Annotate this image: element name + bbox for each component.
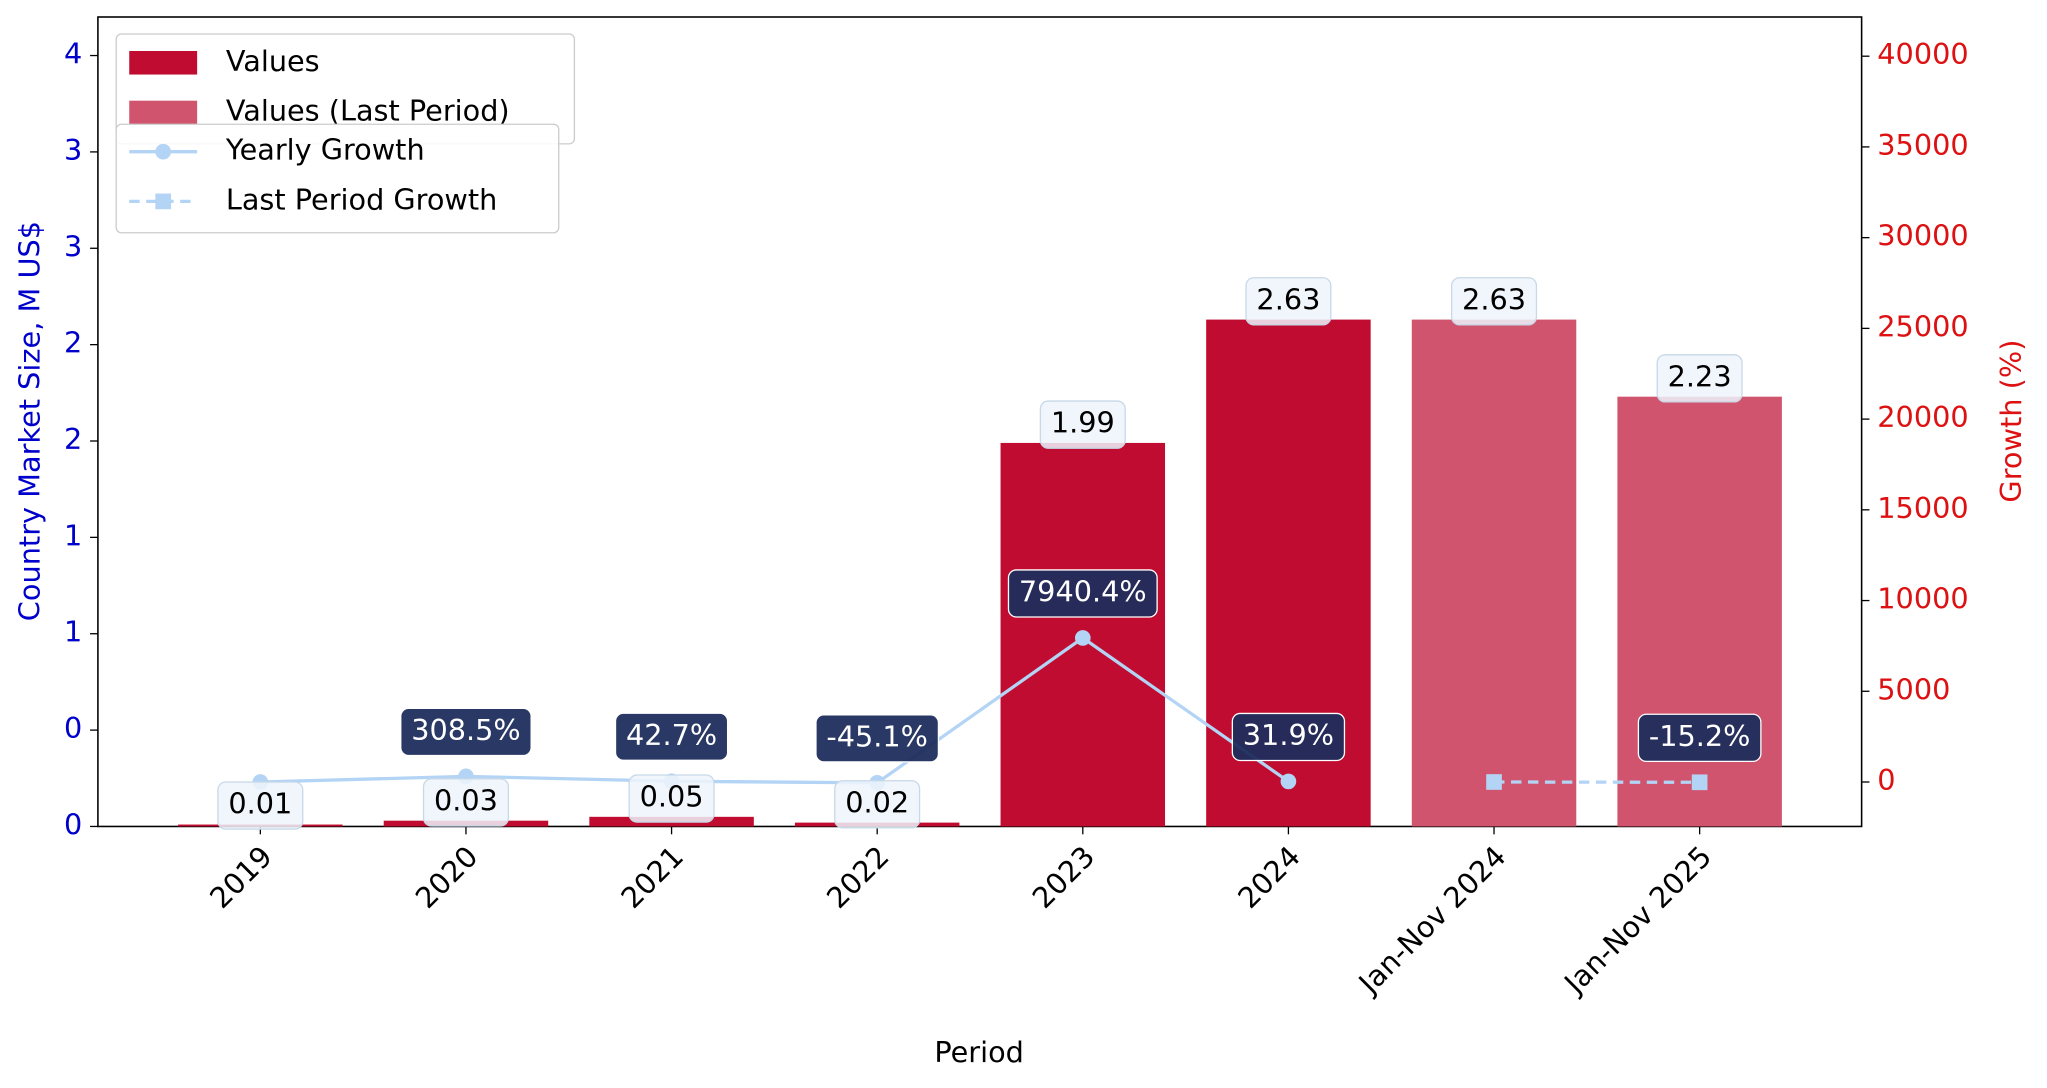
data-label-text: 2.63 bbox=[1256, 282, 1320, 316]
data-label-box bbox=[614, 712, 729, 761]
y2-tick-label: 0 bbox=[1877, 763, 1895, 797]
y2-tick-label: 20000 bbox=[1877, 400, 1968, 434]
legend-box bbox=[115, 123, 560, 234]
data-label: -15.2% bbox=[1637, 713, 1762, 763]
data-label: 0.01 bbox=[217, 781, 304, 830]
data-label: 308.5% bbox=[400, 707, 532, 757]
marker bbox=[1486, 774, 1502, 790]
data-label-box bbox=[1245, 277, 1332, 326]
y-tick-label: 0 bbox=[64, 711, 82, 745]
y-tick-label: 2 bbox=[64, 326, 82, 360]
x-tick-label: 2020 bbox=[409, 839, 485, 915]
data-label-text: 7940.4% bbox=[1019, 574, 1147, 608]
data-label-text: 308.5% bbox=[411, 713, 520, 747]
legend-label: Yearly Growth bbox=[225, 133, 425, 167]
bar bbox=[1411, 319, 1577, 827]
y2-tick-label: 30000 bbox=[1877, 219, 1968, 253]
data-label-box bbox=[834, 780, 921, 829]
marker bbox=[1074, 630, 1091, 646]
y-tick-label: 3 bbox=[64, 229, 82, 263]
data-label-box bbox=[1231, 712, 1346, 762]
data-label-box bbox=[422, 778, 510, 827]
data-label: 0.02 bbox=[834, 780, 921, 829]
data-label-box bbox=[628, 774, 715, 823]
legend-label: Values (Last Period) bbox=[226, 93, 510, 127]
data-label: -45.1% bbox=[815, 714, 940, 763]
data-label-text: 0.01 bbox=[228, 787, 292, 821]
legend-swatch bbox=[129, 51, 198, 75]
y-tick-label: 0 bbox=[64, 807, 82, 841]
data-label-box bbox=[815, 714, 940, 763]
x-tick-label: 2022 bbox=[820, 839, 896, 915]
data-label-text: -45.1% bbox=[826, 719, 928, 753]
data-label-text: 2.23 bbox=[1668, 359, 1732, 393]
x-tick-label: Jan-Nov 2025 bbox=[1556, 839, 1718, 1001]
data-label: 2.63 bbox=[1245, 277, 1332, 326]
data-label-text: 2.63 bbox=[1462, 282, 1526, 316]
y-tick-label: 2 bbox=[64, 422, 82, 456]
y2-tick-label: 10000 bbox=[1877, 582, 1968, 616]
data-label-box bbox=[1656, 354, 1743, 403]
data-label-text: -15.2% bbox=[1649, 719, 1751, 753]
data-label-box bbox=[1039, 400, 1126, 449]
y2-tick-label: 40000 bbox=[1877, 37, 1968, 71]
data-label-text: 0.02 bbox=[845, 785, 909, 819]
data-label: 2.63 bbox=[1450, 277, 1538, 326]
data-label-box bbox=[1637, 713, 1762, 763]
y2-tick-label: 5000 bbox=[1877, 672, 1950, 706]
y2-axis-title: Growth (%) bbox=[1994, 340, 2028, 503]
data-label-text: 0.05 bbox=[640, 780, 704, 814]
x-tick-label: 2019 bbox=[203, 839, 279, 915]
y-tick-label: 1 bbox=[64, 615, 82, 649]
y-tick-label: 4 bbox=[64, 37, 82, 71]
data-label-text: 1.99 bbox=[1051, 406, 1115, 440]
plot-frame bbox=[97, 16, 1863, 828]
marker bbox=[1691, 774, 1708, 791]
y2-tick-label: 15000 bbox=[1877, 491, 1968, 525]
legend-label: Values bbox=[226, 44, 320, 78]
data-label: 7940.4% bbox=[1007, 569, 1158, 618]
x-tick-label: 2023 bbox=[1026, 839, 1102, 915]
x-tick-label: 2024 bbox=[1231, 839, 1307, 915]
data-label-box bbox=[1450, 277, 1538, 326]
y2-tick-label: 25000 bbox=[1877, 309, 1968, 343]
legend-marker bbox=[155, 143, 172, 160]
data-label: 0.05 bbox=[628, 774, 715, 823]
legend-swatch bbox=[129, 100, 198, 125]
x-tick-label: Jan-Nov 2024 bbox=[1351, 839, 1513, 1001]
y-axis-title: Country Market Size, M US$ bbox=[12, 221, 46, 621]
data-label: 42.7% bbox=[614, 712, 729, 761]
legend-label: Last Period Growth bbox=[226, 182, 498, 216]
data-label: 1.99 bbox=[1039, 400, 1126, 449]
data-label-box bbox=[400, 707, 532, 757]
legend-marker bbox=[155, 193, 172, 210]
data-label: 2.23 bbox=[1656, 354, 1743, 403]
y2-tick-label: 35000 bbox=[1877, 128, 1968, 162]
data-label: 0.03 bbox=[422, 778, 510, 827]
x-axis-title: Period bbox=[934, 1035, 1024, 1069]
data-label-box bbox=[217, 781, 304, 830]
data-label-text: 42.7% bbox=[626, 718, 717, 752]
data-label-text: 31.9% bbox=[1243, 718, 1334, 752]
data-label-box bbox=[1007, 569, 1158, 618]
y-tick-label: 1 bbox=[64, 518, 82, 552]
line bbox=[260, 635, 1290, 785]
y-tick-label: 3 bbox=[64, 133, 82, 167]
data-label-text: 0.03 bbox=[434, 783, 498, 817]
x-tick-label: 2021 bbox=[614, 839, 690, 915]
marker bbox=[1280, 773, 1297, 790]
data-label: 31.9% bbox=[1231, 712, 1346, 762]
